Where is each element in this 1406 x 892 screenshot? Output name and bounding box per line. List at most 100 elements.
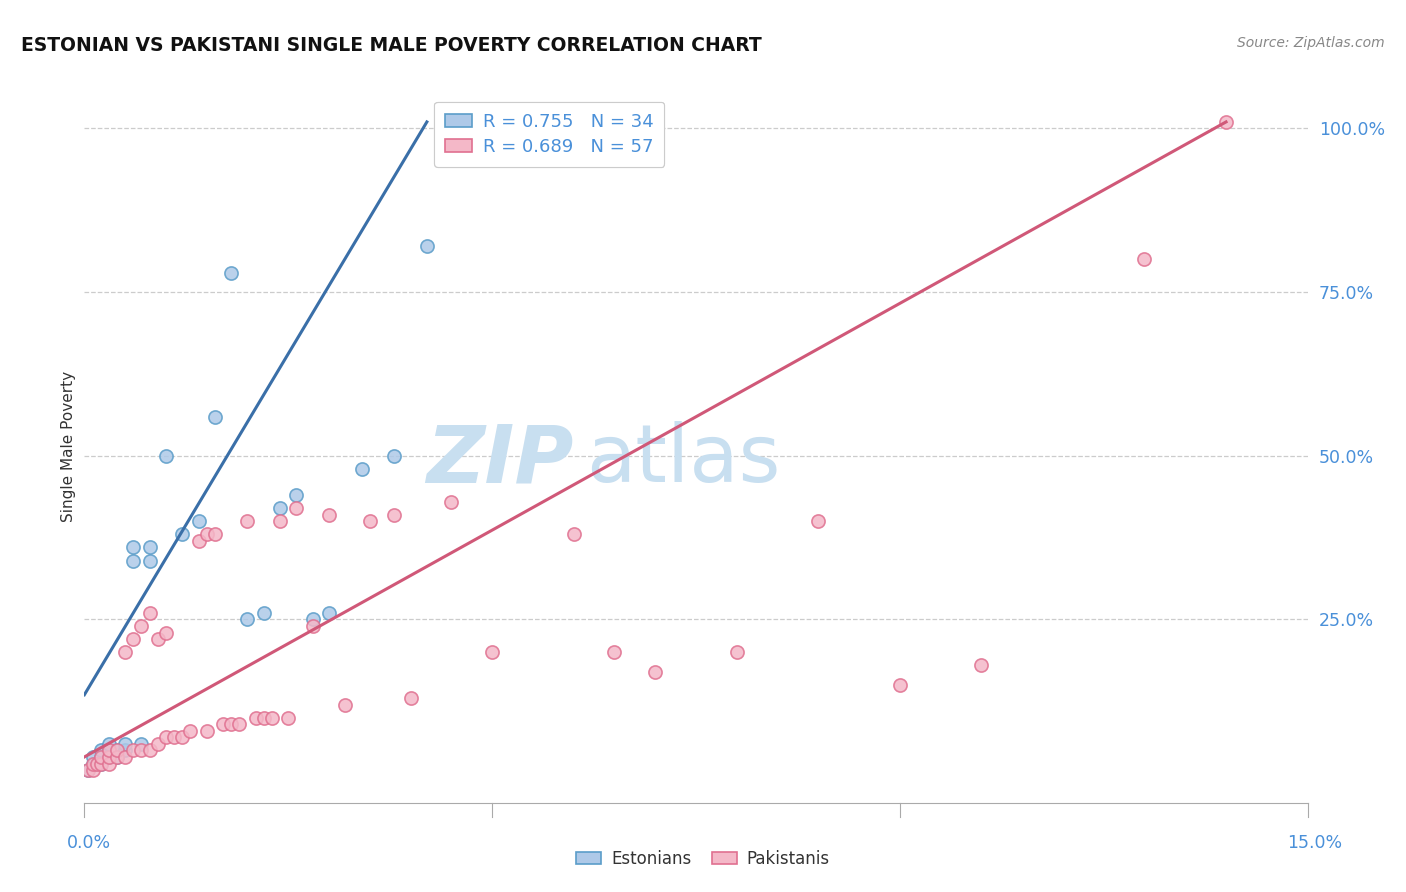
Point: [77, 763, 100, 777]
Point: [318, 508, 340, 522]
Point: [195, 723, 218, 738]
Point: [187, 533, 209, 548]
Point: [114, 743, 136, 757]
Point: [725, 645, 748, 659]
Point: [204, 409, 226, 424]
Point: [90, 756, 112, 771]
Point: [301, 612, 323, 626]
Point: [236, 612, 259, 626]
Point: [382, 449, 405, 463]
Point: [97, 750, 120, 764]
Text: ZIP: ZIP: [426, 421, 574, 500]
Point: [114, 645, 136, 659]
Point: [269, 514, 291, 528]
Text: Source: ZipAtlas.com: Source: ZipAtlas.com: [1237, 36, 1385, 50]
Legend: Estonians, Pakistanis: Estonians, Pakistanis: [569, 844, 837, 875]
Point: [114, 737, 136, 751]
Point: [86, 756, 108, 771]
Point: [90, 743, 112, 757]
Point: [105, 743, 128, 757]
Point: [301, 619, 323, 633]
Point: [82, 763, 104, 777]
Point: [228, 717, 250, 731]
Point: [146, 632, 169, 647]
Point: [90, 750, 112, 764]
Point: [155, 731, 177, 745]
Point: [269, 501, 291, 516]
Point: [179, 723, 201, 738]
Point: [122, 743, 145, 757]
Point: [77, 763, 100, 777]
Point: [277, 711, 299, 725]
Y-axis label: Single Male Poverty: Single Male Poverty: [60, 370, 76, 522]
Point: [105, 750, 128, 764]
Point: [97, 750, 120, 764]
Point: [82, 750, 104, 764]
Point: [644, 665, 666, 679]
Point: [1215, 115, 1237, 129]
Point: [1133, 252, 1156, 267]
Point: [440, 494, 463, 508]
Point: [82, 756, 104, 771]
Text: 0.0%: 0.0%: [66, 834, 111, 852]
Point: [138, 541, 160, 555]
Point: [562, 527, 585, 541]
Point: [146, 737, 169, 751]
Point: [82, 756, 104, 771]
Point: [219, 717, 242, 731]
Point: [97, 743, 120, 757]
Point: [335, 698, 357, 712]
Text: atlas: atlas: [586, 421, 780, 500]
Point: [163, 731, 186, 745]
Point: [481, 645, 503, 659]
Point: [86, 756, 108, 771]
Point: [236, 514, 259, 528]
Point: [318, 606, 340, 620]
Point: [416, 239, 439, 253]
Point: [155, 449, 177, 463]
Point: [253, 711, 276, 725]
Point: [195, 527, 218, 541]
Point: [114, 750, 136, 764]
Point: [138, 743, 160, 757]
Point: [212, 717, 235, 731]
Point: [155, 625, 177, 640]
Point: [122, 553, 145, 567]
Point: [131, 619, 153, 633]
Point: [105, 750, 128, 764]
Point: [187, 514, 209, 528]
Point: [382, 508, 405, 522]
Point: [970, 658, 993, 673]
Point: [359, 514, 381, 528]
Point: [90, 750, 112, 764]
Point: [253, 606, 276, 620]
Point: [122, 632, 145, 647]
Point: [260, 711, 283, 725]
Point: [889, 678, 911, 692]
Point: [138, 553, 160, 567]
Point: [245, 711, 267, 725]
Point: [350, 462, 373, 476]
Point: [131, 737, 153, 751]
Point: [105, 743, 128, 757]
Point: [285, 488, 308, 502]
Point: [603, 645, 626, 659]
Point: [90, 756, 112, 771]
Point: [204, 527, 226, 541]
Point: [131, 743, 153, 757]
Point: [172, 527, 194, 541]
Point: [522, 115, 544, 129]
Point: [172, 731, 194, 745]
Point: [97, 756, 120, 771]
Text: ESTONIAN VS PAKISTANI SINGLE MALE POVERTY CORRELATION CHART: ESTONIAN VS PAKISTANI SINGLE MALE POVERT…: [21, 36, 762, 54]
Legend: R = 0.755   N = 34, R = 0.689   N = 57: R = 0.755 N = 34, R = 0.689 N = 57: [434, 102, 665, 167]
Text: 15.0%: 15.0%: [1286, 834, 1343, 852]
Point: [285, 501, 308, 516]
Point: [122, 541, 145, 555]
Point: [138, 606, 160, 620]
Point: [97, 737, 120, 751]
Point: [219, 266, 242, 280]
Point: [807, 514, 830, 528]
Point: [399, 691, 422, 706]
Point: [97, 743, 120, 757]
